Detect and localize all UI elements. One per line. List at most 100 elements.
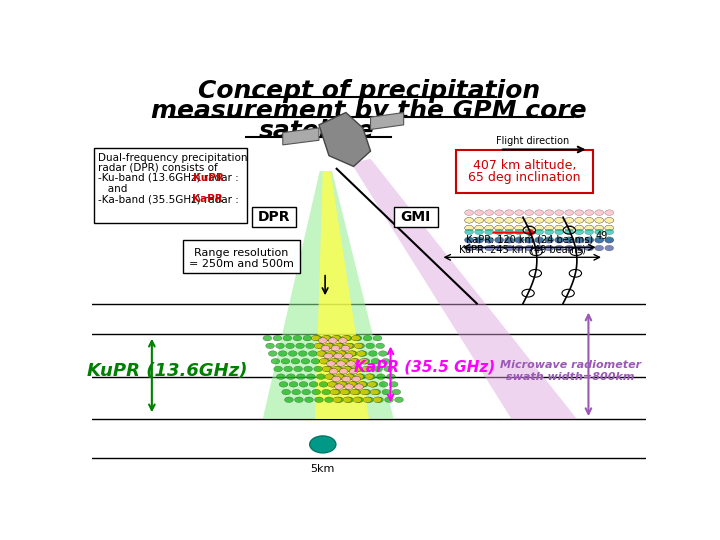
Ellipse shape [343,335,352,341]
Ellipse shape [368,382,377,387]
Ellipse shape [328,351,337,356]
Ellipse shape [353,335,362,341]
Ellipse shape [334,343,343,349]
Ellipse shape [495,229,503,235]
Ellipse shape [525,245,534,251]
Ellipse shape [306,343,315,349]
Ellipse shape [535,225,544,231]
Ellipse shape [575,218,584,223]
Ellipse shape [485,225,493,231]
Ellipse shape [331,335,341,341]
Ellipse shape [485,238,493,243]
Ellipse shape [330,389,339,395]
Text: KuPR: KuPR [193,173,223,183]
Ellipse shape [595,245,603,251]
Text: KuPR (13.6GHz): KuPR (13.6GHz) [87,362,248,380]
Ellipse shape [284,366,292,372]
Ellipse shape [312,389,320,395]
Ellipse shape [585,218,593,223]
Ellipse shape [318,338,327,343]
Ellipse shape [351,389,359,395]
Ellipse shape [525,225,534,231]
Ellipse shape [335,374,343,380]
Ellipse shape [355,374,364,380]
Ellipse shape [321,335,330,341]
Ellipse shape [329,368,338,374]
Ellipse shape [535,238,544,243]
Ellipse shape [545,229,554,235]
Ellipse shape [515,218,523,223]
Ellipse shape [474,238,484,243]
Ellipse shape [339,382,348,387]
Ellipse shape [333,335,342,341]
Ellipse shape [301,359,310,364]
Ellipse shape [344,366,353,372]
Ellipse shape [326,374,336,380]
Ellipse shape [464,225,474,231]
Ellipse shape [535,245,544,251]
Ellipse shape [276,374,285,380]
Ellipse shape [349,368,358,374]
Ellipse shape [323,366,331,372]
Ellipse shape [474,225,484,231]
Ellipse shape [324,353,333,359]
Ellipse shape [525,238,534,243]
Ellipse shape [342,366,351,372]
Ellipse shape [505,245,513,251]
Ellipse shape [371,359,380,364]
Ellipse shape [370,389,379,395]
Ellipse shape [347,351,356,356]
Ellipse shape [495,225,503,231]
Ellipse shape [263,335,271,341]
Ellipse shape [311,359,320,364]
Ellipse shape [369,382,378,387]
Ellipse shape [297,374,305,380]
Ellipse shape [336,361,346,366]
Ellipse shape [314,366,323,372]
Text: Concept of precipitation: Concept of precipitation [198,79,540,103]
Ellipse shape [495,218,503,223]
Ellipse shape [575,237,584,242]
Ellipse shape [595,218,603,223]
Ellipse shape [495,245,503,251]
Ellipse shape [336,343,345,349]
Text: Flight direction: Flight direction [495,137,569,146]
Ellipse shape [328,382,336,387]
Ellipse shape [332,376,341,382]
Ellipse shape [505,225,513,231]
Text: -Ku-band (13.6GHz) radar :: -Ku-band (13.6GHz) radar : [98,173,242,183]
Ellipse shape [379,351,387,356]
Ellipse shape [585,237,593,242]
Ellipse shape [535,225,544,231]
Ellipse shape [342,389,351,395]
Ellipse shape [279,351,287,356]
Ellipse shape [274,366,282,372]
Ellipse shape [309,382,318,387]
Ellipse shape [315,343,325,349]
Ellipse shape [585,238,593,243]
Ellipse shape [564,238,574,243]
Ellipse shape [362,366,371,372]
Ellipse shape [313,335,322,341]
Ellipse shape [381,359,390,364]
Ellipse shape [485,229,493,235]
Ellipse shape [304,366,312,372]
Ellipse shape [356,374,365,380]
Ellipse shape [369,351,377,356]
Polygon shape [315,171,369,419]
Ellipse shape [555,238,564,243]
Ellipse shape [595,218,603,223]
Ellipse shape [302,389,310,395]
Ellipse shape [273,335,282,341]
Ellipse shape [310,436,336,453]
Ellipse shape [515,218,523,223]
Ellipse shape [474,229,484,235]
Ellipse shape [332,366,341,372]
Ellipse shape [328,338,337,343]
Ellipse shape [318,351,327,356]
Ellipse shape [515,225,523,231]
Ellipse shape [303,335,312,341]
Ellipse shape [505,218,513,223]
Ellipse shape [525,229,534,235]
Ellipse shape [352,366,361,372]
